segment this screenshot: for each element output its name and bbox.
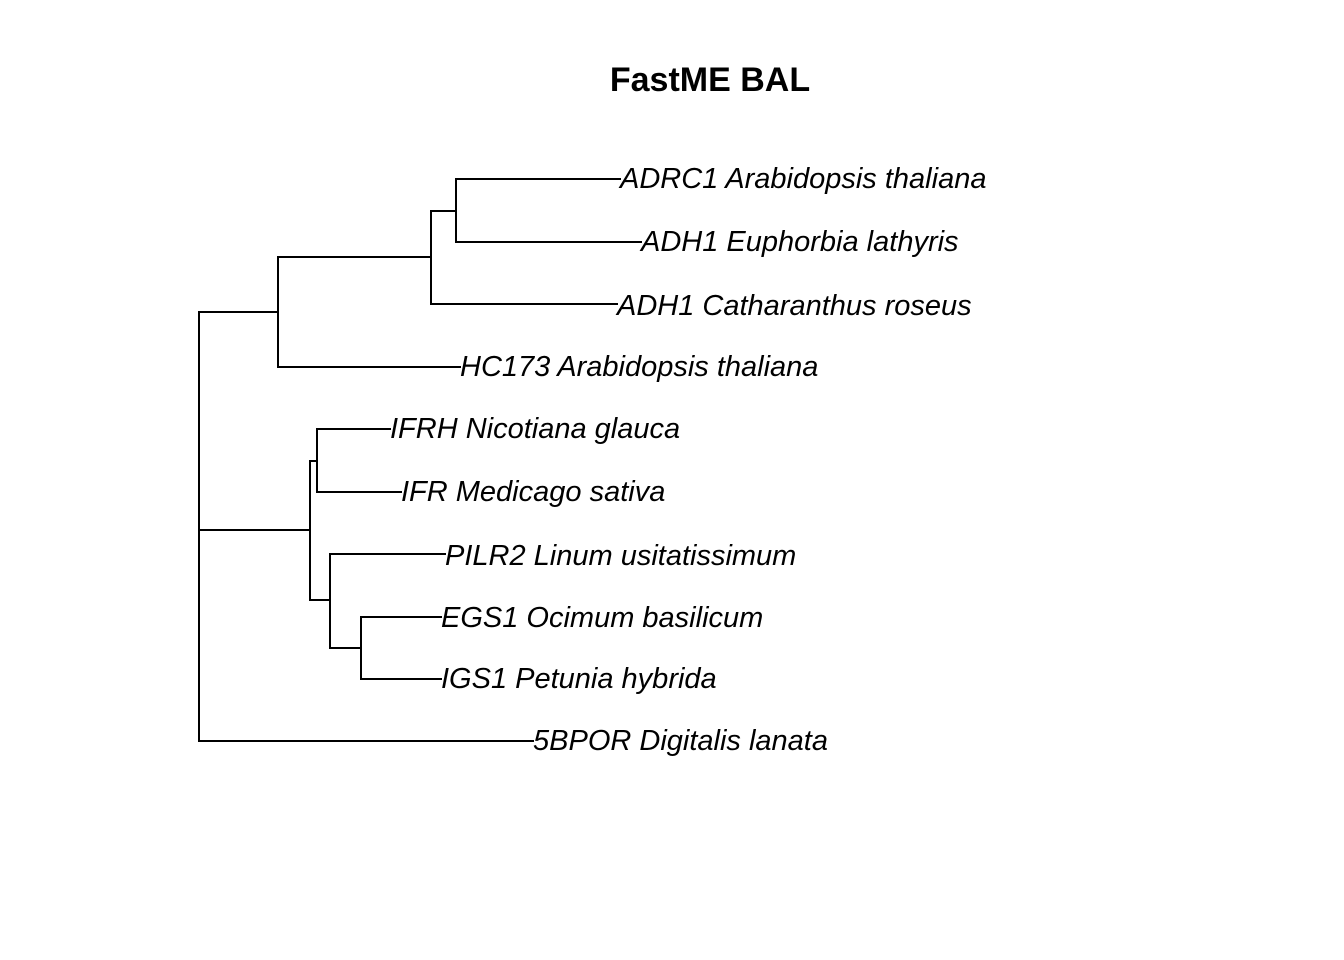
tip-label-pilr2: PILR2 Linum usitatissimum	[445, 540, 796, 572]
tip-label-egs1: EGS1 Ocimum basilicum	[441, 602, 763, 634]
tip-label-igs1: IGS1 Petunia hybrida	[441, 663, 717, 695]
tip-label-hc173: HC173 Arabidopsis thaliana	[460, 351, 818, 383]
tip-label-adrc1: ADRC1 Arabidopsis thaliana	[618, 163, 986, 195]
branches	[199, 179, 641, 741]
tip-label-ifrh: IFRH Nicotiana glauca	[390, 413, 680, 445]
tip-label-ifr: IFR Medicago sativa	[401, 476, 665, 508]
tip-label-adh1-euphorbia: ADH1 Euphorbia lathyris	[639, 226, 959, 258]
tip-label-adh1-catharanthus: ADH1 Catharanthus roseus	[615, 290, 972, 322]
tip-labels: ADRC1 Arabidopsis thaliana ADH1 Euphorbi…	[390, 163, 986, 757]
tip-label-5bpor: 5BPOR Digitalis lanata	[533, 725, 828, 757]
tree-title: FastME BAL	[610, 61, 810, 99]
